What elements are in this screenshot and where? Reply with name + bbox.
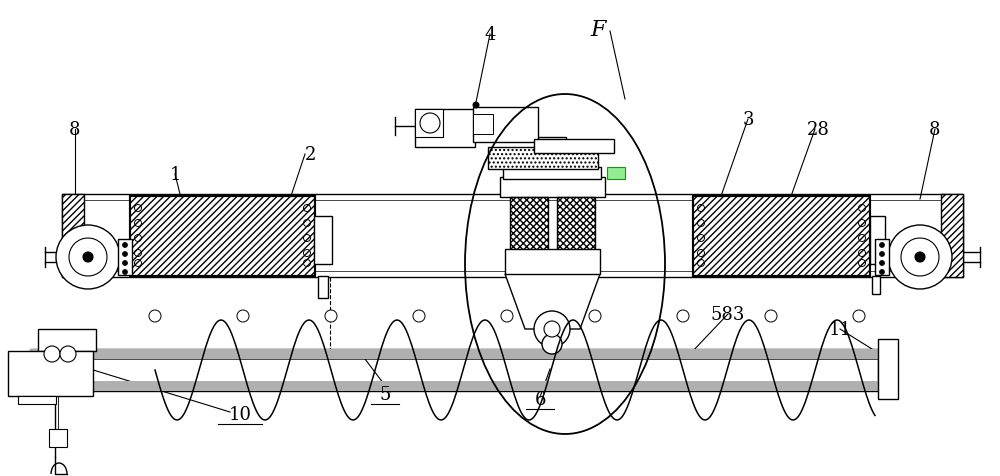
Bar <box>473 108 538 143</box>
Bar <box>488 148 598 169</box>
Text: 3: 3 <box>742 111 754 129</box>
Bar <box>118 239 132 276</box>
Bar <box>415 110 475 148</box>
Bar <box>62 195 84 278</box>
Circle shape <box>44 346 60 362</box>
Circle shape <box>677 310 689 322</box>
Bar <box>318 277 328 298</box>
Circle shape <box>122 252 128 257</box>
Circle shape <box>69 238 107 277</box>
Circle shape <box>765 310 777 322</box>
Text: 4: 4 <box>484 26 496 44</box>
Circle shape <box>501 310 513 322</box>
Circle shape <box>880 252 885 257</box>
Bar <box>130 197 315 277</box>
Bar <box>30 349 878 391</box>
Text: 5: 5 <box>379 385 391 403</box>
Text: F: F <box>590 19 606 41</box>
Bar <box>693 197 870 277</box>
Circle shape <box>122 243 128 248</box>
Bar <box>38 329 96 351</box>
Circle shape <box>473 103 479 109</box>
Bar <box>505 249 600 275</box>
Circle shape <box>122 261 128 266</box>
Circle shape <box>542 334 562 354</box>
Text: 2: 2 <box>304 146 316 164</box>
Bar <box>314 217 332 265</box>
Circle shape <box>325 310 337 322</box>
Bar <box>693 197 870 277</box>
Bar <box>62 195 963 278</box>
Bar <box>18 396 56 404</box>
Text: 6: 6 <box>534 390 546 408</box>
Text: 583: 583 <box>711 306 745 323</box>
Text: 8: 8 <box>69 121 81 139</box>
Circle shape <box>880 261 885 266</box>
Bar <box>30 349 878 359</box>
Circle shape <box>122 270 128 275</box>
Text: 10: 10 <box>228 405 252 423</box>
Bar <box>510 198 548 276</box>
Text: 8: 8 <box>929 121 941 139</box>
Bar <box>130 197 315 277</box>
Bar <box>607 168 625 179</box>
Bar <box>872 277 880 294</box>
Circle shape <box>420 114 440 134</box>
Circle shape <box>149 310 161 322</box>
Circle shape <box>853 310 865 322</box>
Bar <box>536 138 566 149</box>
Circle shape <box>901 238 939 277</box>
Text: 1: 1 <box>169 166 181 184</box>
Bar <box>534 140 614 154</box>
Circle shape <box>56 226 120 289</box>
Bar <box>870 217 885 265</box>
Bar <box>8 351 93 396</box>
Bar <box>30 381 878 391</box>
Bar <box>503 168 601 179</box>
Circle shape <box>888 226 952 289</box>
Circle shape <box>60 346 76 362</box>
Circle shape <box>544 321 560 337</box>
Circle shape <box>589 310 601 322</box>
Text: 11: 11 <box>828 320 852 338</box>
Circle shape <box>880 243 885 248</box>
Circle shape <box>915 252 925 262</box>
Text: 28: 28 <box>807 121 829 139</box>
Bar <box>878 339 898 399</box>
Circle shape <box>237 310 249 322</box>
Circle shape <box>413 310 425 322</box>
Circle shape <box>880 270 885 275</box>
Bar <box>415 110 443 138</box>
Bar <box>875 239 889 276</box>
Polygon shape <box>505 275 600 329</box>
Bar <box>557 198 595 276</box>
Bar <box>500 178 605 198</box>
Circle shape <box>534 311 570 347</box>
Circle shape <box>83 252 93 262</box>
Bar <box>941 195 963 278</box>
Bar <box>49 429 67 447</box>
Bar <box>473 115 493 135</box>
